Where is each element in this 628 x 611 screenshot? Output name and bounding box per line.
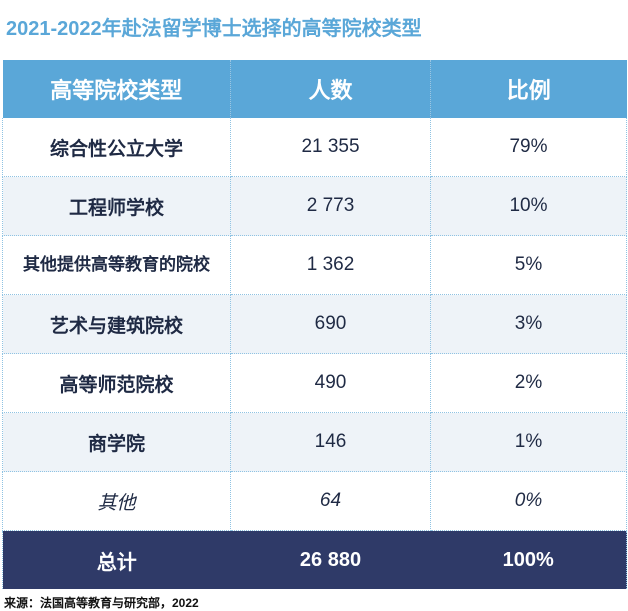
header-count: 人数 xyxy=(230,60,431,118)
table-row: 其他提供高等教育的院校 1 362 5% xyxy=(2,235,627,295)
row-count: 64 xyxy=(230,471,431,531)
header-row: 高等院校类型 人数 比例 xyxy=(2,60,627,118)
header-ratio: 比例 xyxy=(430,60,627,118)
row-type: 综合性公立大学 xyxy=(2,118,231,177)
row-ratio: 3% xyxy=(430,294,627,354)
row-type: 艺术与建筑院校 xyxy=(2,294,231,354)
row-ratio: 5% xyxy=(430,235,627,295)
table-row: 商学院 146 1% xyxy=(2,412,627,472)
row-ratio: 1% xyxy=(430,412,627,472)
row-ratio: 0% xyxy=(430,471,627,531)
table-row: 高等师范院校 490 2% xyxy=(2,353,627,413)
row-type: 商学院 xyxy=(2,412,231,472)
table-row: 艺术与建筑院校 690 3% xyxy=(2,294,627,354)
total-count: 26 880 xyxy=(230,530,431,589)
row-type: 高等师范院校 xyxy=(2,353,231,413)
table-title: 2021-2022年赴法留学博士选择的高等院校类型 xyxy=(6,18,422,40)
row-count: 690 xyxy=(230,294,431,354)
row-count: 2 773 xyxy=(230,176,431,236)
table-row: 工程师学校 2 773 10% xyxy=(2,176,627,236)
header-type: 高等院校类型 xyxy=(2,60,231,118)
row-count: 146 xyxy=(230,412,431,472)
row-ratio: 2% xyxy=(430,353,627,413)
total-row: 总计 26 880 100% xyxy=(2,530,627,589)
row-ratio: 10% xyxy=(430,176,627,236)
row-ratio: 79% xyxy=(430,118,627,177)
row-count: 490 xyxy=(230,353,431,413)
source-note: 来源：法国高等教育与研究部，2022 xyxy=(4,596,199,610)
row-count: 1 362 xyxy=(230,235,431,295)
data-table: 高等院校类型 人数 比例 综合性公立大学 21 355 79% 工程师学校 2 … xyxy=(2,60,627,589)
table-row: 综合性公立大学 21 355 79% xyxy=(2,118,627,177)
row-type: 其他提供高等教育的院校 xyxy=(2,235,231,295)
total-label: 总计 xyxy=(2,530,231,589)
row-count: 21 355 xyxy=(230,118,431,177)
total-ratio: 100% xyxy=(430,530,627,589)
row-type: 工程师学校 xyxy=(2,176,231,236)
row-type: 其他 xyxy=(2,471,231,531)
table-row: 其他 64 0% xyxy=(2,471,627,531)
